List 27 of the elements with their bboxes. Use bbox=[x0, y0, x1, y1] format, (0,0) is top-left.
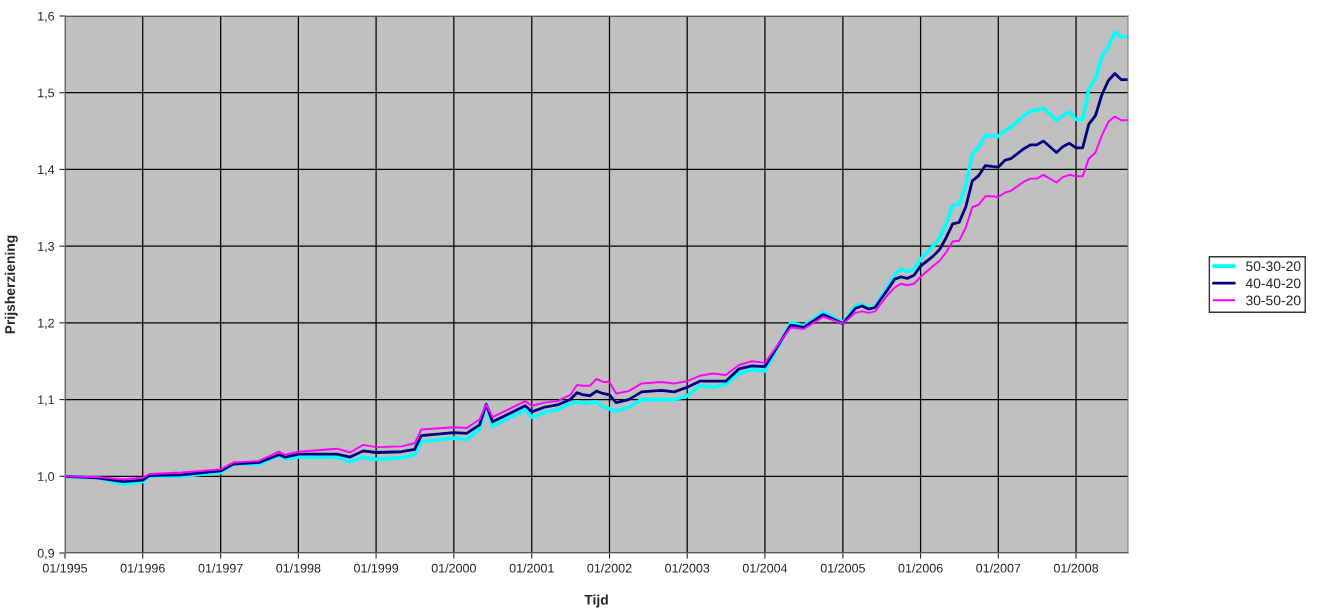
x-tick-label: 01/2002 bbox=[587, 563, 632, 573]
x-tick-label: 01/2007 bbox=[976, 563, 1021, 573]
x-tick-label: 01/2001 bbox=[509, 563, 554, 573]
y-tick-label: 1,2 bbox=[38, 318, 54, 329]
x-tick-label: 01/2005 bbox=[820, 563, 865, 573]
y-tick-label: 0,9 bbox=[37, 548, 54, 560]
x-tick-label: 01/1998 bbox=[276, 563, 321, 573]
x-tick-label: 01/1997 bbox=[198, 563, 243, 573]
y-tick-label: 1,6 bbox=[38, 11, 55, 23]
y-axis-title: Prijsherziening bbox=[4, 235, 18, 334]
y-tick-label: 1,3 bbox=[38, 241, 55, 253]
x-tick-label: 01/2006 bbox=[898, 563, 943, 573]
x-tick-label: 01/2004 bbox=[742, 563, 788, 573]
x-tick-label: 01/1995 bbox=[42, 563, 88, 573]
y-tick-label: 1,5 bbox=[38, 88, 55, 99]
y-tick-label: 1,0 bbox=[38, 472, 55, 483]
legend-label: 40-40-20 bbox=[1245, 278, 1301, 289]
y-tick-label: 1,4 bbox=[38, 165, 55, 176]
legend-label: 30-50-20 bbox=[1246, 295, 1301, 306]
x-tick-label: 01/1999 bbox=[354, 563, 399, 573]
x-tick-label: 01/2000 bbox=[431, 563, 476, 573]
x-tick-label: 01/1996 bbox=[120, 563, 165, 573]
y-tick-label: 1,1 bbox=[38, 395, 54, 406]
x-tick-label: 01/2003 bbox=[665, 563, 710, 573]
legend-label: 50-30-20 bbox=[1246, 261, 1301, 272]
x-tick-label: 01/2008 bbox=[1053, 563, 1099, 573]
x-axis-title: Tijd bbox=[584, 594, 608, 608]
